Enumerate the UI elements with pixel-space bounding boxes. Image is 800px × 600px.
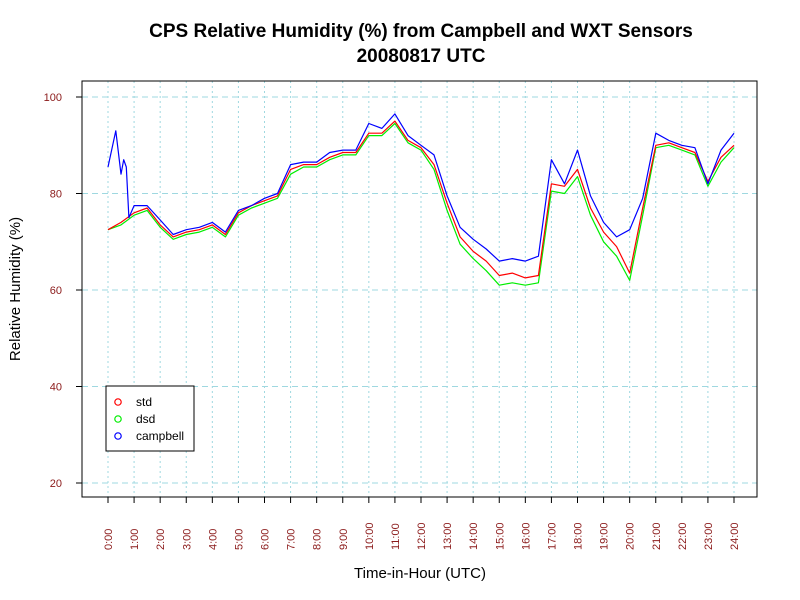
x-tick-label: 15:00 [494, 522, 506, 550]
y-tick-label: 80 [50, 189, 62, 201]
chart-subtitle: 20080817 UTC [357, 46, 486, 67]
series-line-std [107, 120, 735, 279]
x-tick-label: 14:00 [468, 522, 480, 550]
series-line-campbell [107, 113, 735, 262]
x-tick-label: 22:00 [677, 522, 689, 550]
legend-marker-std [114, 398, 122, 406]
x-tick-label: 4:00 [207, 529, 219, 550]
x-tick-label: 0:00 [103, 529, 115, 550]
x-tick-label: 16:00 [520, 522, 532, 550]
legend-label-campbell: campbell [136, 429, 184, 443]
y-tick-label: 40 [50, 382, 62, 394]
x-tick-label: 2:00 [155, 529, 167, 550]
x-tick-label: 9:00 [338, 529, 350, 550]
legend-marker-campbell [114, 432, 122, 440]
legend-label-std: std [136, 395, 152, 409]
plot-frame [81, 80, 758, 498]
x-tick-label: 18:00 [573, 522, 585, 550]
x-tick-label: 10:00 [364, 522, 376, 550]
x-tick-label: 24:00 [729, 522, 741, 550]
x-tick-label: 6:00 [260, 529, 272, 550]
x-tick-label: 7:00 [286, 529, 298, 550]
chart-title: CPS Relative Humidity (%) from Campbell … [149, 21, 693, 42]
series-layer [107, 113, 735, 286]
x-tick-label: 1:00 [129, 529, 141, 550]
y-axis-label: Relative Humidity (%) [7, 217, 24, 361]
legend-label-dsd: dsd [136, 412, 155, 426]
x-tick-label: 19:00 [599, 522, 611, 550]
series-line-dsd [107, 122, 735, 286]
x-axis: 0:00 1:00 2:00 3:00 4:00 5:00 6:00 7:00 8:00 9:00… [103, 497, 741, 550]
y-tick-label: 60 [50, 285, 62, 297]
legend-marker-dsd [114, 415, 122, 423]
x-tick-label: 23:00 [703, 522, 715, 550]
y-axis: 20 40 60 80 100 [44, 92, 82, 490]
x-tick-label: 3:00 [181, 529, 193, 550]
x-tick-label: 21:00 [651, 522, 663, 550]
x-tick-label: 13:00 [442, 522, 454, 550]
x-tick-label: 8:00 [312, 529, 324, 550]
x-tick-label: 11:00 [390, 523, 402, 550]
y-tick-label: 100 [44, 92, 62, 104]
x-axis-label: Time-in-Hour (UTC) [354, 565, 486, 582]
y-tick-label: 20 [50, 478, 62, 490]
legend: std dsd campbell [105, 385, 195, 452]
x-tick-label: 17:00 [546, 522, 558, 550]
x-tick-label: 20:00 [625, 522, 637, 550]
legend-items: std dsd campbell [114, 395, 184, 443]
x-tick-label: 12:00 [416, 522, 428, 550]
x-tick-label: 5:00 [233, 529, 245, 550]
